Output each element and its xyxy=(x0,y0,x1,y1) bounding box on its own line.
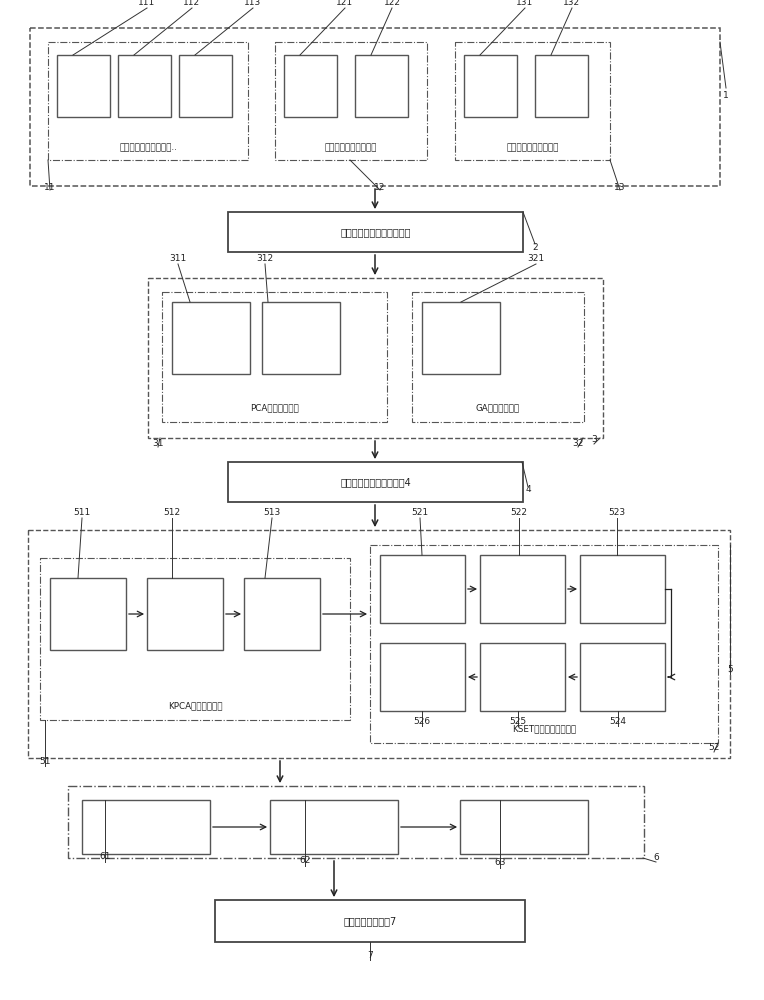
Text: 3: 3 xyxy=(591,436,597,444)
Bar xyxy=(228,462,523,502)
Bar xyxy=(464,55,517,117)
Bar xyxy=(380,643,465,711)
Text: 32: 32 xyxy=(572,438,584,448)
Text: 52: 52 xyxy=(708,744,720,752)
Text: 112: 112 xyxy=(183,0,201,7)
Text: 12: 12 xyxy=(374,184,386,192)
Text: 525: 525 xyxy=(510,718,526,726)
Bar xyxy=(179,55,232,117)
Bar xyxy=(148,278,603,438)
Text: 7: 7 xyxy=(367,952,373,960)
Text: 321: 321 xyxy=(527,254,545,263)
Bar xyxy=(370,545,718,743)
Text: 变压器本体数据库单元..: 变压器本体数据库单元.. xyxy=(119,143,177,152)
Text: 522: 522 xyxy=(510,508,527,517)
Bar xyxy=(172,302,250,374)
Text: 变压器外部数据库单元: 变压器外部数据库单元 xyxy=(507,143,558,152)
Text: 变压器设备数据库单元: 变压器设备数据库单元 xyxy=(325,143,377,152)
Text: 人机界面显示模块7: 人机界面显示模块7 xyxy=(343,916,397,926)
Text: 526: 526 xyxy=(413,718,431,726)
Bar xyxy=(270,800,398,854)
Bar xyxy=(68,786,644,858)
Text: 无缝接入数据应用接口模块: 无缝接入数据应用接口模块 xyxy=(340,227,411,237)
Bar xyxy=(244,578,320,650)
Bar xyxy=(580,555,665,623)
Bar xyxy=(50,578,126,650)
Bar xyxy=(48,42,248,160)
Bar xyxy=(480,643,565,711)
Text: 131: 131 xyxy=(516,0,533,7)
Text: 62: 62 xyxy=(299,856,311,865)
Text: 51: 51 xyxy=(39,758,50,766)
Text: 31: 31 xyxy=(152,438,163,448)
Text: 122: 122 xyxy=(384,0,400,7)
Bar xyxy=(228,212,523,252)
Text: 312: 312 xyxy=(257,254,274,263)
Bar xyxy=(480,555,565,623)
Text: 6: 6 xyxy=(653,854,659,862)
Bar xyxy=(380,555,465,623)
Text: 521: 521 xyxy=(412,508,429,517)
Text: 511: 511 xyxy=(73,508,91,517)
Bar xyxy=(82,800,210,854)
Bar xyxy=(580,643,665,711)
Bar xyxy=(535,55,588,117)
Bar xyxy=(412,292,584,422)
Text: KPCA降维处理单元: KPCA降维处理单元 xyxy=(167,702,222,710)
Bar xyxy=(40,558,350,720)
Bar xyxy=(262,302,340,374)
Text: 111: 111 xyxy=(138,0,156,7)
Text: 4: 4 xyxy=(525,486,531,494)
Bar xyxy=(355,55,408,117)
Text: 11: 11 xyxy=(44,184,56,192)
Text: 121: 121 xyxy=(336,0,354,7)
Bar xyxy=(460,800,588,854)
Bar xyxy=(275,42,427,160)
Bar xyxy=(215,900,525,942)
Text: 5: 5 xyxy=(727,666,733,674)
Text: GA数据处理单元: GA数据处理单元 xyxy=(476,403,520,412)
Text: 1: 1 xyxy=(723,91,729,100)
Text: 高级范样本数据采集模块4: 高级范样本数据采集模块4 xyxy=(340,477,411,487)
Text: 132: 132 xyxy=(563,0,581,7)
Bar xyxy=(284,55,337,117)
Text: 523: 523 xyxy=(608,508,626,517)
Text: 113: 113 xyxy=(244,0,261,7)
Bar xyxy=(30,28,720,186)
Text: 13: 13 xyxy=(614,184,626,192)
Text: 524: 524 xyxy=(610,718,626,726)
Text: 512: 512 xyxy=(163,508,180,517)
Text: KSET故障识别管理单元: KSET故障识别管理单元 xyxy=(512,724,576,734)
Text: PCA数据处理单元: PCA数据处理单元 xyxy=(250,403,299,412)
Text: 513: 513 xyxy=(264,508,280,517)
Bar xyxy=(118,55,171,117)
Bar xyxy=(455,42,610,160)
Bar xyxy=(28,530,730,758)
Bar xyxy=(147,578,223,650)
Bar xyxy=(422,302,500,374)
Bar xyxy=(57,55,110,117)
Text: 61: 61 xyxy=(99,852,111,861)
Text: 63: 63 xyxy=(494,858,506,867)
Text: 311: 311 xyxy=(170,254,186,263)
Bar xyxy=(162,292,387,422)
Text: 2: 2 xyxy=(533,243,538,252)
